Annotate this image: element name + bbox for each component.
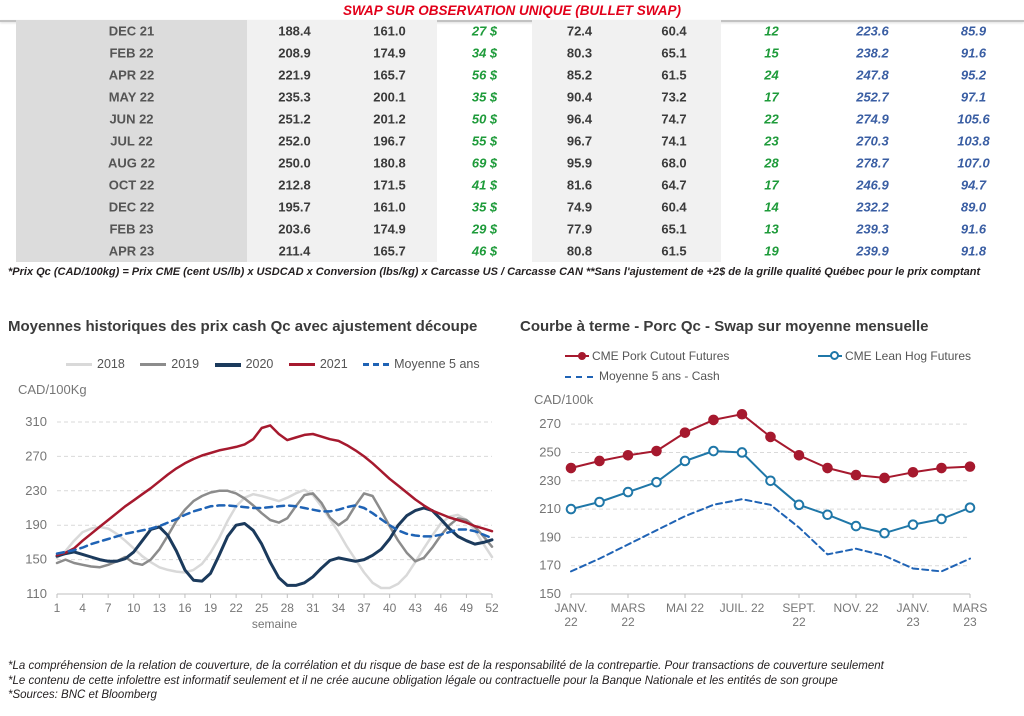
svg-text:190: 190 <box>25 517 47 532</box>
svg-text:40: 40 <box>383 601 397 615</box>
svg-text:150: 150 <box>539 586 561 601</box>
svg-text:270: 270 <box>25 448 47 463</box>
svg-text:SEPT.: SEPT. <box>782 601 815 615</box>
svg-text:49: 49 <box>460 601 474 615</box>
svg-text:43: 43 <box>409 601 423 615</box>
svg-text:310: 310 <box>25 414 47 429</box>
svg-text:22: 22 <box>621 615 635 629</box>
svg-text:230: 230 <box>539 473 561 488</box>
svg-text:23: 23 <box>906 615 920 629</box>
svg-text:170: 170 <box>539 558 561 573</box>
svg-text:28: 28 <box>281 601 295 615</box>
svg-text:1: 1 <box>54 601 61 615</box>
svg-text:210: 210 <box>539 501 561 516</box>
svg-text:230: 230 <box>25 483 47 498</box>
svg-text:7: 7 <box>105 601 112 615</box>
svg-text:23: 23 <box>963 615 977 629</box>
svg-text:22: 22 <box>792 615 806 629</box>
svg-text:19: 19 <box>204 601 218 615</box>
svg-text:110: 110 <box>26 586 47 601</box>
svg-text:25: 25 <box>255 601 269 615</box>
svg-text:16: 16 <box>178 601 192 615</box>
svg-text:10: 10 <box>127 601 141 615</box>
svg-text:31: 31 <box>306 601 320 615</box>
svg-text:JANV.: JANV. <box>555 601 588 615</box>
svg-text:22: 22 <box>229 601 243 615</box>
svg-text:250: 250 <box>539 444 561 459</box>
svg-text:52: 52 <box>485 601 499 615</box>
svg-text:37: 37 <box>357 601 371 615</box>
svg-text:MARS: MARS <box>953 601 988 615</box>
svg-text:34: 34 <box>332 601 346 615</box>
svg-text:JUIL. 22: JUIL. 22 <box>720 601 765 615</box>
svg-text:4: 4 <box>79 601 86 615</box>
svg-text:13: 13 <box>153 601 167 615</box>
svg-text:46: 46 <box>434 601 448 615</box>
svg-text:270: 270 <box>539 416 561 431</box>
svg-text:MARS: MARS <box>611 601 646 615</box>
svg-text:semaine: semaine <box>252 617 298 631</box>
svg-text:MAI 22: MAI 22 <box>666 601 704 615</box>
svg-text:150: 150 <box>25 552 47 567</box>
svg-text:190: 190 <box>539 529 561 544</box>
svg-text:NOV. 22: NOV. 22 <box>834 601 879 615</box>
svg-text:JANV.: JANV. <box>897 601 930 615</box>
svg-text:22: 22 <box>564 615 578 629</box>
